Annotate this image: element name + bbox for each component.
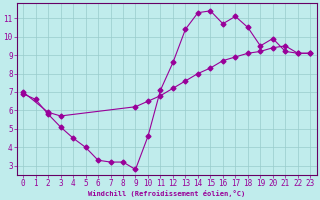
- X-axis label: Windchill (Refroidissement éolien,°C): Windchill (Refroidissement éolien,°C): [88, 190, 245, 197]
